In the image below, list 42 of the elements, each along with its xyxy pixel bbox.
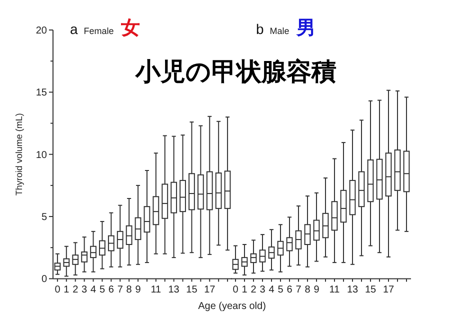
x-tick-label: 0	[54, 284, 61, 296]
x-tick-label: 2	[250, 284, 257, 296]
x-tick-label: 13	[346, 284, 358, 296]
x-tick-label: 1	[242, 284, 248, 296]
x-tick-label: 7	[117, 284, 124, 296]
x-tick-label: 4	[268, 284, 275, 296]
x-tick-label: 3	[260, 284, 266, 296]
annotation: 男	[295, 18, 316, 39]
x-tick-label: 9	[314, 284, 320, 296]
annotation: 女	[120, 18, 140, 39]
x-tick-label: 8	[304, 284, 311, 296]
x-tick-label: 6	[286, 284, 293, 296]
x-tick-label: 1	[64, 284, 70, 296]
annotation: Male	[270, 26, 290, 36]
x-tick-label: 11	[150, 284, 162, 296]
x-tick-label: 17	[382, 284, 394, 296]
x-tick-label: 4	[90, 284, 96, 296]
y-tick-label: 20	[36, 26, 48, 36]
y-tick-label: 15	[36, 88, 48, 99]
x-tick-label: 17	[204, 284, 216, 296]
annotation: b	[256, 21, 264, 37]
x-tick-label: 15	[186, 284, 198, 296]
x-tick-label: 9	[135, 284, 142, 296]
x-tick-label: 8	[126, 284, 132, 296]
x-tick-label: 2	[72, 284, 79, 296]
y-tick-label: 5	[41, 212, 48, 224]
x-tick-label: 6	[108, 284, 114, 296]
x-tick-label: 7	[296, 284, 302, 296]
y-axis-title: Thyroid volume (mL)	[14, 113, 24, 196]
x-tick-label: 11	[329, 284, 340, 296]
x-tick-label: 13	[168, 284, 180, 296]
text: 小児の甲状腺容積	[134, 57, 336, 86]
annotation: Female	[84, 26, 114, 36]
x-tick-label: 5	[278, 284, 284, 296]
x-tick-label: 0	[232, 284, 239, 296]
y-tick-label: 0	[41, 274, 48, 286]
x-axis-title: Age (years old)	[198, 301, 266, 312]
x-tick-label: 5	[99, 284, 106, 296]
x-tick-label: 15	[364, 284, 376, 296]
y-tick-label: 10	[36, 150, 48, 161]
x-tick-label: 3	[82, 284, 88, 296]
annotation: a	[70, 21, 78, 37]
